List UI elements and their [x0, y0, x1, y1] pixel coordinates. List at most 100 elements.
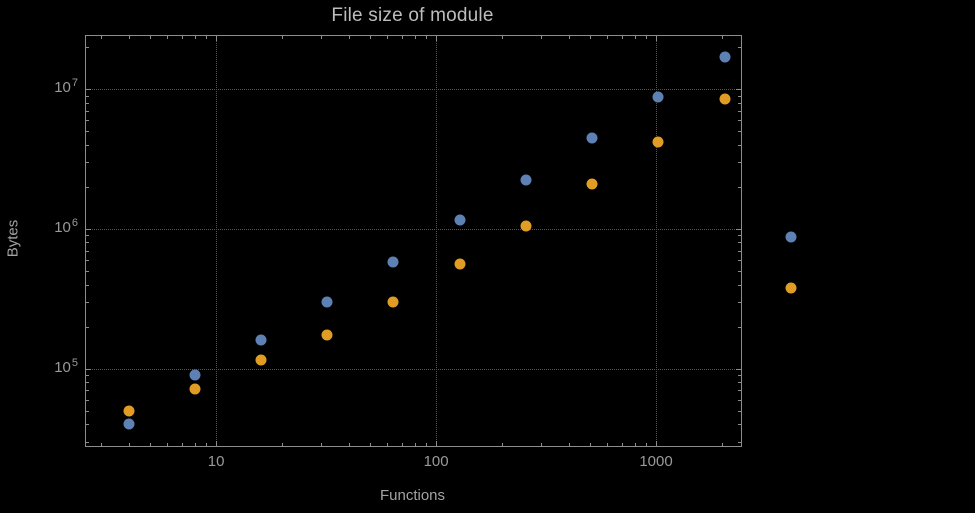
y-minor-tick: [86, 235, 89, 237]
data-point-series-2: [123, 405, 135, 417]
data-point-series-1: [785, 231, 797, 243]
x-major-tick: [656, 441, 658, 446]
y-minor-tick: [738, 441, 741, 443]
y-minor-tick: [86, 242, 89, 244]
x-axis-label: Functions: [379, 487, 446, 504]
x-minor-tick: [634, 443, 636, 446]
y-minor-tick: [738, 271, 741, 272]
x-minor-tick: [167, 36, 169, 39]
y-tick-exponent: 7: [71, 77, 78, 90]
data-point-series-1: [123, 418, 135, 430]
x-minor-tick: [589, 443, 591, 446]
y-minor-tick: [86, 47, 89, 49]
y-minor-tick: [738, 424, 741, 426]
x-minor-tick: [282, 443, 284, 446]
data-point-series-2: [785, 282, 797, 294]
x-minor-tick: [645, 443, 647, 446]
data-point-series-1: [387, 256, 399, 268]
x-minor-tick: [369, 36, 371, 39]
x-minor-tick: [621, 36, 623, 39]
x-major-tick: [436, 441, 438, 446]
x-minor-tick: [194, 36, 196, 39]
y-tick-exponent: 5: [71, 356, 78, 369]
y-minor-tick: [738, 259, 741, 261]
data-point-series-2: [652, 136, 664, 148]
y-minor-tick: [86, 186, 89, 188]
y-minor-tick: [738, 120, 741, 122]
data-point-series-2: [189, 383, 201, 395]
x-minor-tick: [128, 36, 130, 39]
y-gridline: [86, 89, 741, 91]
y-minor-tick: [738, 242, 741, 244]
data-point-series-1: [321, 296, 333, 308]
y-minor-tick: [738, 162, 741, 164]
x-minor-tick: [321, 36, 323, 39]
x-minor-tick: [645, 36, 647, 39]
y-minor-tick: [86, 144, 89, 146]
y-minor-tick: [738, 410, 741, 412]
x-minor-tick: [387, 443, 389, 446]
y-tick-label: 105: [54, 356, 78, 376]
x-minor-tick: [149, 443, 151, 446]
y-minor-tick: [738, 382, 741, 384]
x-minor-tick: [101, 443, 103, 446]
y-minor-tick: [86, 441, 89, 443]
x-minor-tick: [101, 36, 103, 39]
x-minor-tick: [568, 443, 570, 446]
x-minor-tick: [182, 36, 184, 39]
data-point-series-2: [321, 329, 333, 341]
y-gridline: [86, 228, 741, 230]
data-point-series-1: [255, 334, 267, 346]
y-minor-tick: [86, 326, 89, 328]
x-minor-tick: [502, 36, 504, 39]
y-minor-tick: [86, 162, 89, 164]
y-gridline: [86, 368, 741, 370]
y-minor-tick: [86, 424, 89, 426]
x-minor-tick: [607, 443, 609, 446]
y-minor-tick: [738, 284, 741, 286]
y-major-tick: [86, 89, 91, 91]
x-minor-tick: [414, 443, 416, 446]
y-minor-tick: [86, 382, 89, 384]
y-minor-tick: [86, 284, 89, 286]
x-gridline: [216, 36, 218, 446]
y-minor-tick: [738, 375, 741, 377]
y-minor-tick: [86, 110, 89, 112]
x-minor-tick: [722, 443, 724, 446]
x-tick-label: 100: [423, 453, 449, 470]
x-minor-tick: [348, 36, 350, 39]
data-point-series-1: [454, 214, 466, 226]
x-minor-tick: [589, 36, 591, 39]
y-minor-tick: [86, 259, 89, 261]
x-minor-tick: [402, 36, 404, 39]
x-major-tick: [216, 441, 218, 446]
x-minor-tick: [167, 443, 169, 446]
x-minor-tick: [149, 36, 151, 39]
y-minor-tick: [738, 235, 741, 237]
y-major-tick: [736, 228, 741, 230]
data-point-series-1: [586, 132, 598, 144]
x-minor-tick: [621, 443, 623, 446]
x-minor-tick: [206, 443, 208, 446]
x-gridline: [656, 36, 658, 446]
y-minor-tick: [86, 375, 89, 377]
x-tick-label: 1000: [639, 453, 673, 470]
y-minor-tick: [86, 399, 89, 401]
y-minor-tick: [86, 102, 89, 104]
y-major-tick: [736, 89, 741, 91]
data-point-series-1: [719, 51, 730, 63]
y-minor-tick: [738, 95, 741, 97]
y-minor-tick: [86, 302, 89, 304]
y-minor-tick: [738, 131, 741, 133]
data-point-series-2: [520, 220, 532, 232]
y-minor-tick: [86, 120, 89, 122]
y-minor-tick: [738, 144, 741, 146]
x-major-tick: [656, 36, 658, 41]
x-major-tick: [216, 36, 218, 41]
y-minor-tick: [738, 399, 741, 401]
x-tick-label: 10: [207, 453, 225, 470]
y-major-tick: [736, 368, 741, 370]
x-minor-tick: [128, 443, 130, 446]
x-minor-tick: [182, 443, 184, 446]
y-minor-tick: [86, 250, 89, 252]
